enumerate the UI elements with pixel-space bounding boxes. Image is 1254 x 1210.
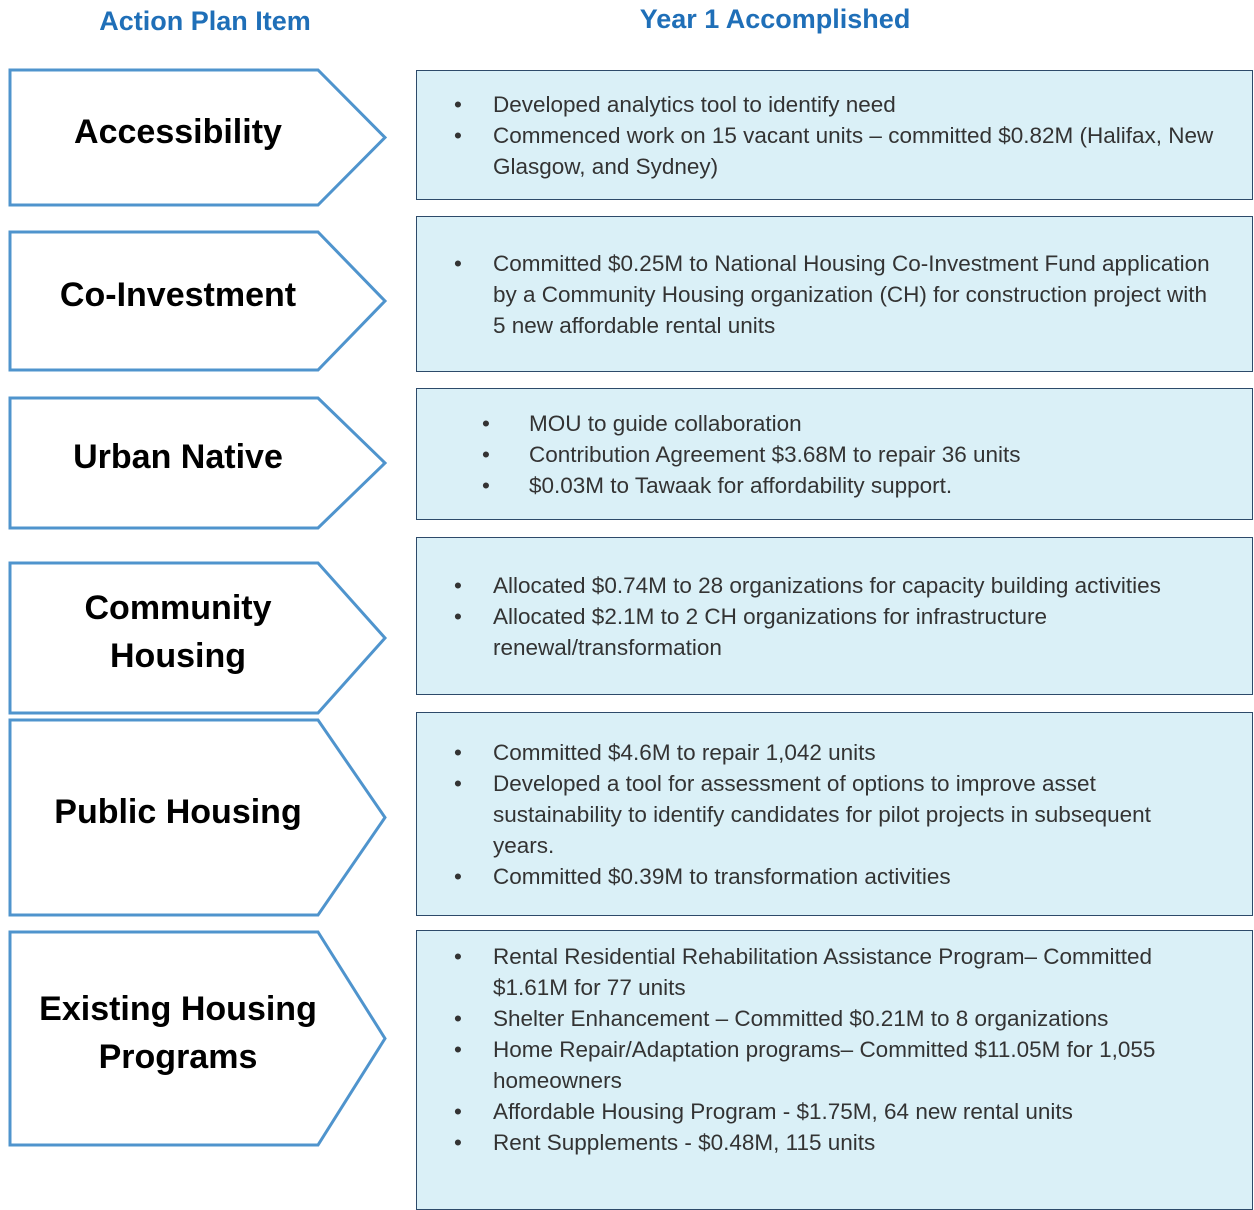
bullet-item: Committed $0.39M to transformation activ… <box>417 861 1218 892</box>
arrow-outline <box>8 718 387 917</box>
bullet-list: Rental Residential Rehabilitation Assist… <box>417 941 1218 1158</box>
bullet-item: Developed a tool for assessment of optio… <box>417 768 1218 861</box>
accomplishment-box: Committed $0.25M to National Housing Co-… <box>416 216 1253 372</box>
bullet-item: Allocated $2.1M to 2 CH organizations fo… <box>417 601 1218 663</box>
bullet-item: Allocated $0.74M to 28 organizations for… <box>417 570 1218 601</box>
accomplishment-box: Allocated $0.74M to 28 organizations for… <box>416 537 1253 695</box>
bullet-list: MOU to guide collaborationContribution A… <box>417 408 1219 501</box>
bullet-list: Committed $4.6M to repair 1,042 unitsDev… <box>417 737 1218 892</box>
row-label: Public Housing <box>54 792 302 831</box>
bullet-item: MOU to guide collaboration <box>417 408 1219 439</box>
bullet-item: Shelter Enhancement – Committed $0.21M t… <box>417 1003 1218 1034</box>
bullet-item: Affordable Housing Program - $1.75M, 64 … <box>417 1096 1218 1127</box>
bullet-item: Rental Residential Rehabilitation Assist… <box>417 941 1218 1003</box>
arrow-outline <box>8 68 388 207</box>
arrow-outline <box>8 396 388 530</box>
arrow-shape <box>8 718 387 917</box>
bullet-list: Committed $0.25M to National Housing Co-… <box>417 248 1218 341</box>
arrow-shape <box>8 561 388 715</box>
column-header: Action Plan Item <box>99 6 311 36</box>
bullet-item: Committed $4.6M to repair 1,042 units <box>417 737 1218 768</box>
bullet-item: Developed analytics tool to identify nee… <box>417 89 1218 120</box>
row-label: Accessibility <box>74 112 282 151</box>
arrow-shape <box>8 230 388 372</box>
row-label: Community Housing <box>84 589 272 675</box>
accomplishment-box: MOU to guide collaborationContribution A… <box>416 388 1253 520</box>
bullet-item: Rent Supplements - $0.48M, 115 units <box>417 1127 1218 1158</box>
row-label: Urban Native <box>73 438 283 476</box>
arrow-shape <box>8 930 387 1147</box>
bullet-item: Contribution Agreement $3.68M to repair … <box>417 439 1219 470</box>
arrow-outline <box>8 930 387 1147</box>
arrow-shape <box>8 396 388 530</box>
accomplishment-box: Developed analytics tool to identify nee… <box>416 70 1253 200</box>
column-header: Year 1 Accomplished <box>639 4 911 34</box>
arrow-outline <box>8 230 388 372</box>
bullet-item: Committed $0.25M to National Housing Co-… <box>417 248 1218 341</box>
bullet-item: Commenced work on 15 vacant units – comm… <box>417 120 1218 182</box>
bullet-item: Home Repair/Adaptation programs– Committ… <box>417 1034 1218 1096</box>
bullet-list: Developed analytics tool to identify nee… <box>417 89 1218 182</box>
arrow-shape <box>8 68 388 207</box>
row-label: Existing Housing Programs <box>39 989 317 1076</box>
accomplishment-box: Committed $4.6M to repair 1,042 unitsDev… <box>416 712 1253 916</box>
accomplishment-box: Rental Residential Rehabilitation Assist… <box>416 930 1253 1210</box>
arrow-outline <box>8 561 388 715</box>
row-label: Co-Investment <box>59 276 297 314</box>
bullet-item: $0.03M to Tawaak for affordability suppo… <box>417 470 1219 501</box>
bullet-list: Allocated $0.74M to 28 organizations for… <box>417 570 1218 663</box>
